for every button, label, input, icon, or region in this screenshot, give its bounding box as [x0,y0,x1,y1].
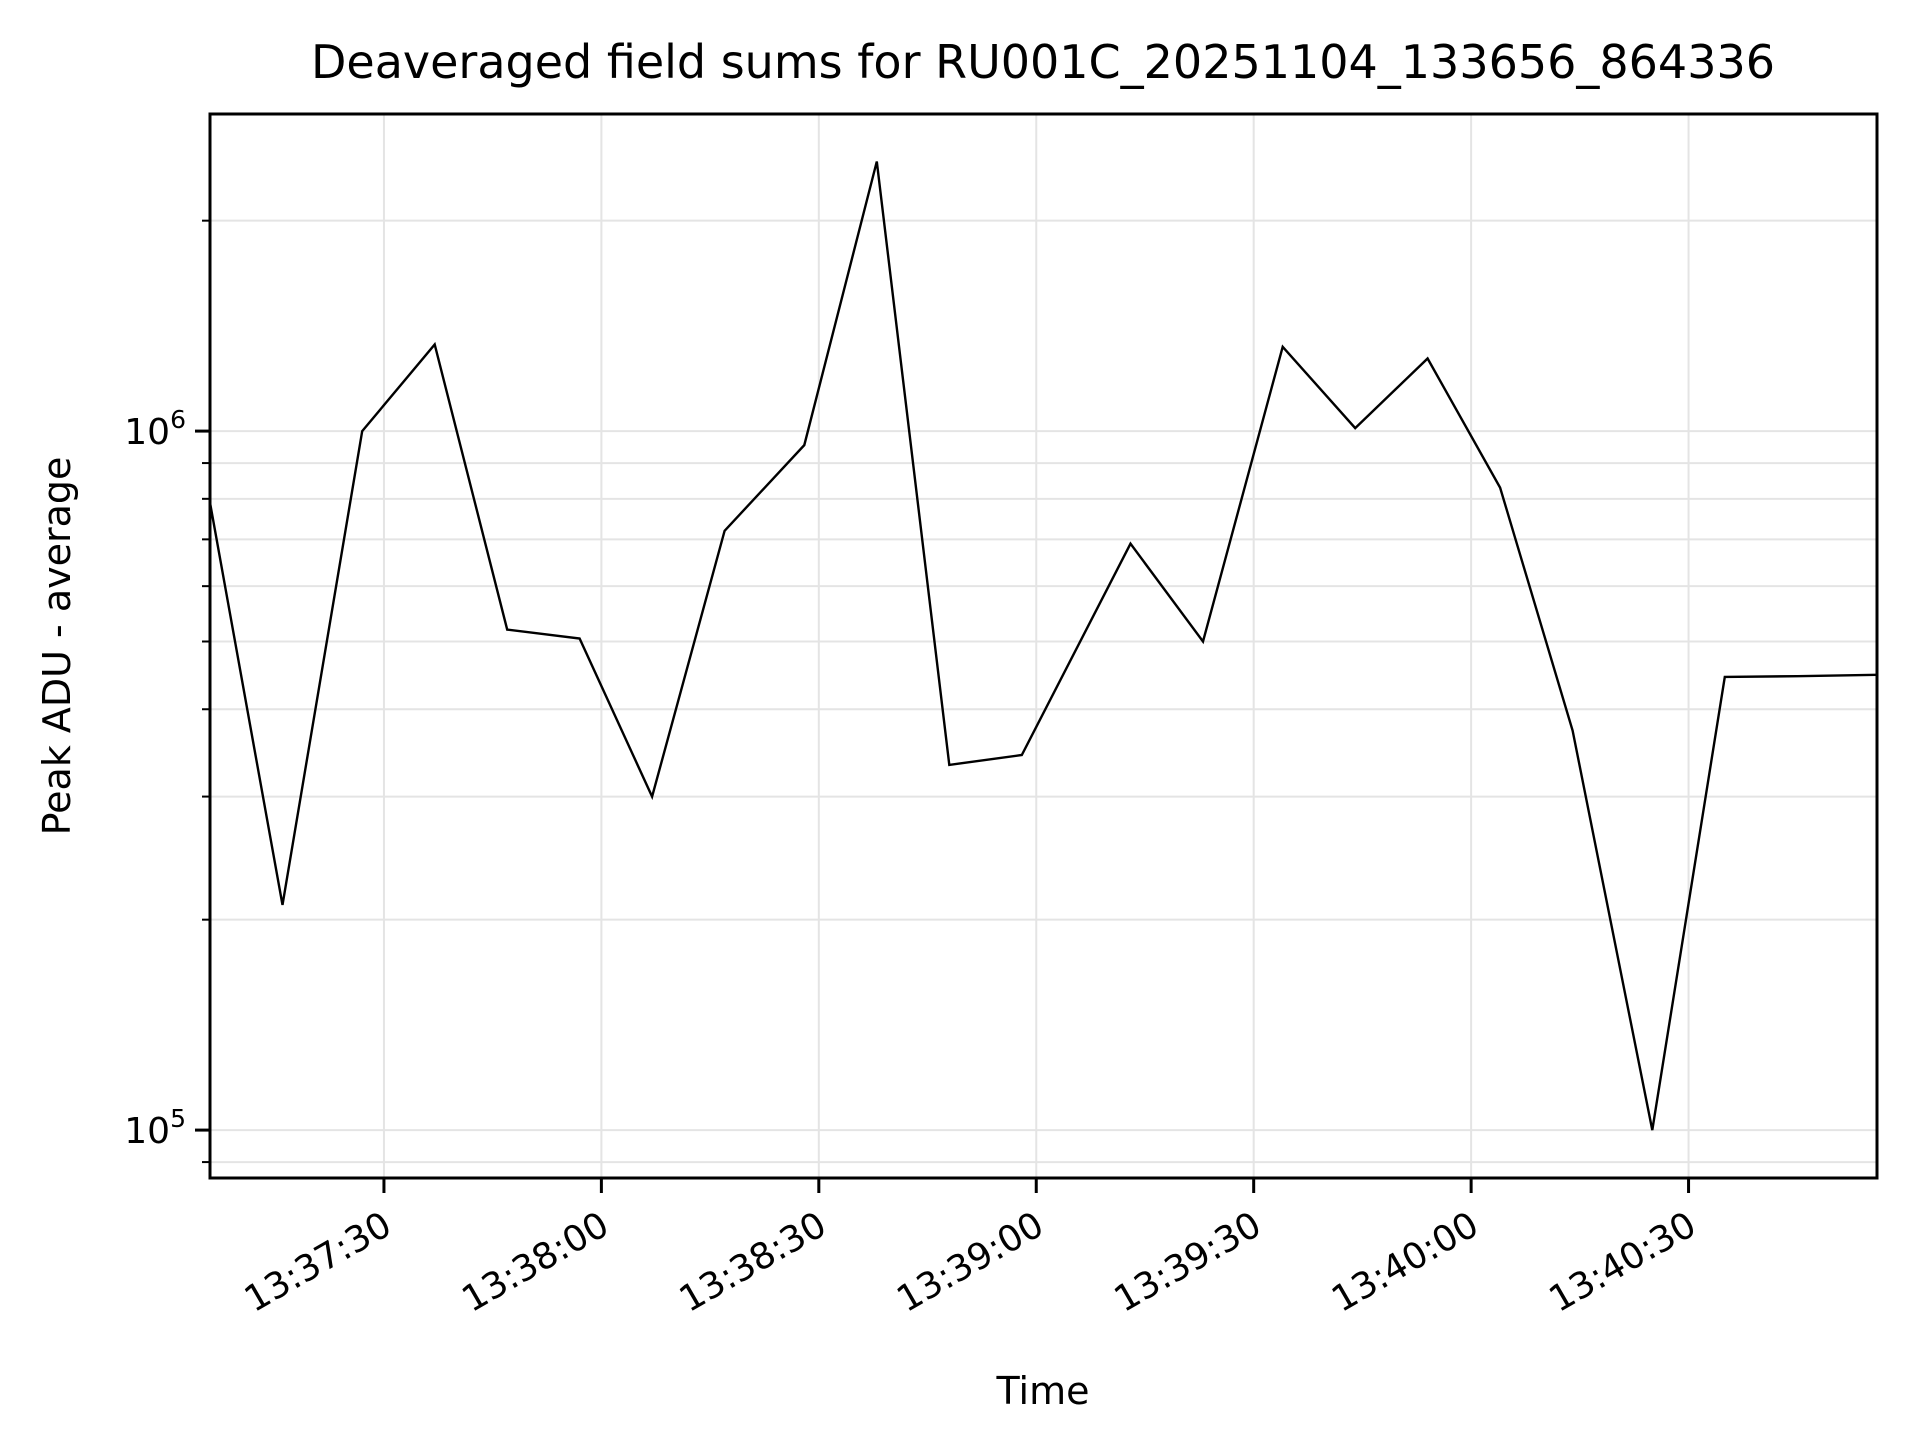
chart-title: Deaveraged field sums for RU001C_2025110… [311,35,1775,89]
x-tick-label: 13:38:00 [455,1204,616,1320]
y-tick-label: 105 [124,1104,186,1152]
gridlines [210,114,1877,1178]
x-tick-label: 13:39:00 [890,1204,1051,1320]
y-axis-label: Peak ADU - average [35,457,79,836]
x-axis-label: Time [996,1369,1090,1413]
y-tick-label: 106 [124,405,186,453]
axes-spines [208,112,1879,1180]
tick-marks [195,219,1691,1193]
x-tick-label: 13:40:00 [1325,1204,1486,1320]
x-tick-label: 13:37:30 [238,1204,399,1320]
plot-area [210,114,1877,1178]
data-line [208,161,1878,1131]
x-tick-label: 13:39:30 [1108,1204,1269,1320]
x-tick-label: 13:38:30 [673,1204,834,1320]
x-tick-label: 13:40:30 [1543,1204,1704,1320]
x-tick-labels: 13:37:30 13:38:00 13:38:30 13:39:00 13:39:30… [238,1204,1703,1320]
y-tick-labels: 105 106 [124,405,186,1152]
